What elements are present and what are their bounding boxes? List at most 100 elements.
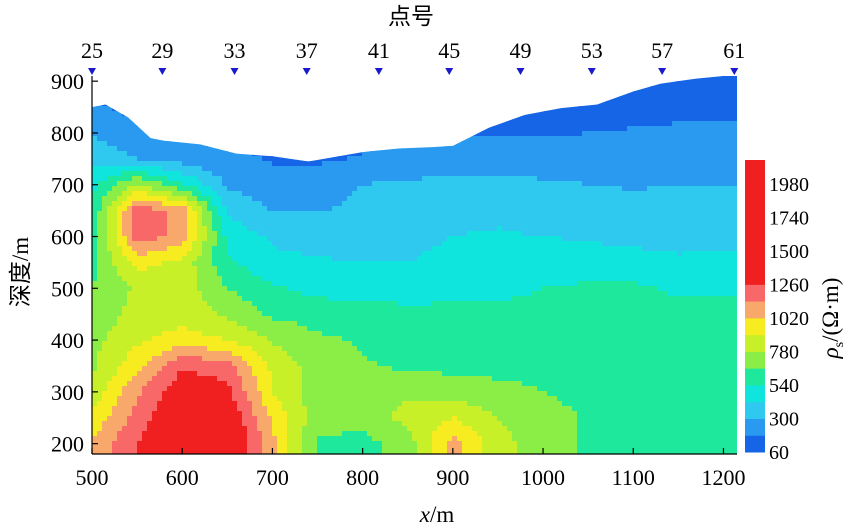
field-cell [92, 166, 98, 172]
field-cell [422, 121, 428, 127]
field-cell [622, 126, 628, 132]
field-cell [627, 126, 633, 132]
field-cell [537, 226, 543, 232]
field-cell [347, 156, 353, 162]
field-cell [697, 96, 703, 102]
field-cell [292, 191, 298, 197]
field-cell [697, 116, 703, 122]
field-cell [702, 226, 708, 232]
field-cell [442, 161, 448, 167]
field-cell [432, 211, 438, 217]
field-cell [712, 161, 718, 167]
field-cell [152, 256, 158, 262]
field-cell [92, 236, 98, 242]
field-cell [387, 196, 393, 202]
field-cell [577, 181, 583, 187]
field-cell [257, 101, 263, 107]
field-cell [642, 116, 648, 122]
field-cell [157, 101, 163, 107]
field-cell [532, 111, 538, 117]
field-cell [332, 256, 338, 262]
field-cell [487, 206, 493, 212]
field-cell [632, 231, 638, 237]
field-cell [512, 81, 518, 87]
field-cell [547, 251, 553, 257]
field-cell [227, 136, 233, 142]
field-cell [232, 151, 238, 157]
field-cell [387, 141, 393, 147]
field-cell [197, 126, 203, 132]
field-cell [697, 161, 703, 167]
field-cell [432, 201, 438, 207]
field-cell [497, 131, 503, 137]
field-cell [162, 166, 168, 172]
field-cell [452, 251, 458, 257]
field-cell [332, 116, 338, 122]
field-cell [652, 141, 658, 147]
field-cell [527, 211, 533, 217]
field-cell [432, 91, 438, 97]
field-cell [117, 256, 123, 262]
field-cell [267, 126, 273, 132]
field-cell [602, 106, 608, 112]
field-cell [137, 136, 143, 142]
field-cell [367, 101, 373, 107]
field-cell [227, 191, 233, 197]
field-cell [432, 111, 438, 117]
field-cell [322, 251, 328, 257]
field-cell [137, 81, 143, 87]
field-cell [627, 131, 633, 137]
field-cell [387, 211, 393, 217]
field-cell [337, 141, 343, 147]
field-cell [447, 91, 453, 97]
field-cell [497, 231, 503, 237]
field-cell [532, 191, 538, 197]
field-cell [572, 121, 578, 127]
field-cell [187, 181, 193, 187]
field-cell [137, 146, 143, 152]
field-cell [102, 186, 108, 192]
field-cell [417, 196, 423, 202]
field-cell [557, 246, 563, 252]
field-cell [507, 236, 513, 242]
field-cell [597, 116, 603, 122]
field-cell [377, 211, 383, 217]
field-cell [492, 126, 498, 132]
field-cell [332, 101, 338, 107]
field-cell [682, 236, 688, 242]
field-cell [247, 256, 253, 262]
field-cell [272, 246, 278, 252]
field-cell [287, 121, 293, 127]
field-cell [307, 256, 313, 262]
field-cell [247, 221, 253, 227]
field-cell [227, 216, 233, 222]
field-cell [192, 181, 198, 187]
field-cell [642, 256, 648, 262]
field-cell [162, 266, 168, 272]
field-cell [252, 131, 258, 137]
field-cell [712, 131, 718, 137]
field-cell [552, 221, 558, 227]
field-cell [337, 86, 343, 92]
field-cell [247, 246, 253, 252]
field-cell [702, 221, 708, 227]
field-cell [717, 141, 723, 147]
field-cell [167, 191, 173, 197]
field-cell [477, 156, 483, 162]
field-cell [492, 156, 498, 162]
field-cell [117, 211, 123, 217]
field-cell [707, 186, 713, 192]
field-cell [617, 251, 623, 257]
field-cell [472, 211, 478, 217]
field-cell [197, 216, 203, 222]
field-cell [627, 116, 633, 122]
field-cell [687, 136, 693, 142]
field-cell [92, 221, 98, 227]
field-cell [392, 251, 398, 257]
field-cell [122, 91, 128, 97]
field-cell [157, 226, 163, 232]
field-cell [667, 191, 673, 197]
field-cell [717, 206, 723, 212]
field-cell [337, 76, 343, 82]
field-cell [372, 241, 378, 247]
